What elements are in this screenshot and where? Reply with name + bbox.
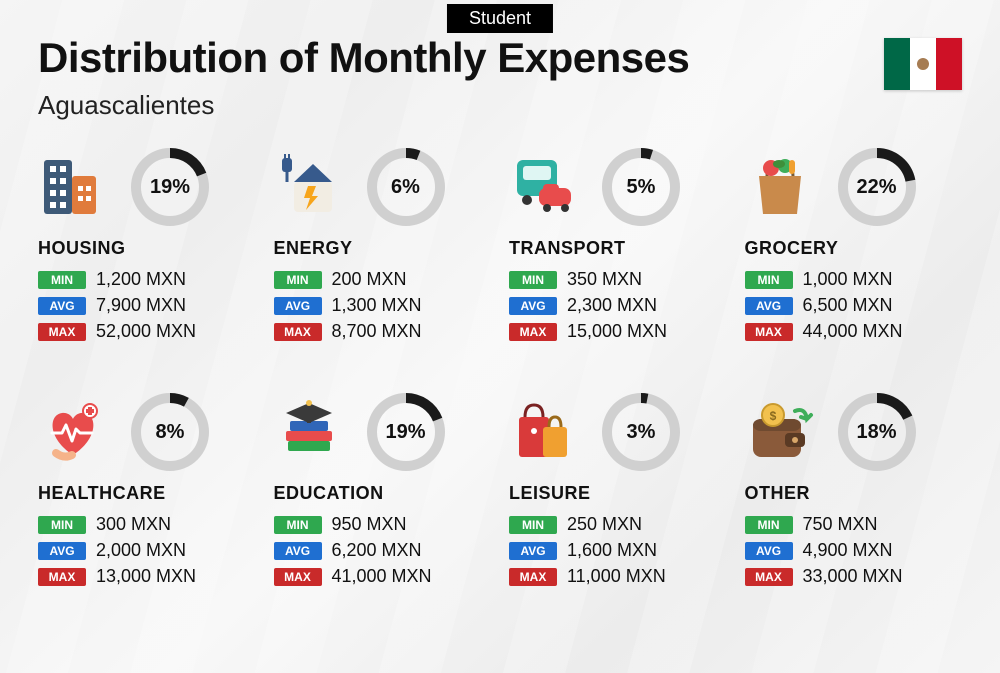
housing-icon	[38, 152, 108, 222]
category-name: GROCERY	[745, 238, 963, 259]
pct-donut: 8%	[130, 392, 210, 472]
pct-label: 18%	[837, 392, 917, 472]
avg-tag: AVG	[274, 542, 322, 560]
category-name: HOUSING	[38, 238, 256, 259]
avg-value: 7,900 MXN	[96, 295, 186, 316]
pct-label: 19%	[130, 147, 210, 227]
max-value: 11,000 MXN	[567, 566, 666, 587]
pct-donut: 19%	[366, 392, 446, 472]
max-tag: MAX	[509, 568, 557, 586]
max-tag: MAX	[38, 323, 86, 341]
pct-donut: 19%	[130, 147, 210, 227]
page-subtitle: Aguascalientes	[38, 90, 214, 121]
min-tag: MIN	[745, 516, 793, 534]
education-icon	[274, 397, 344, 467]
pct-donut: 6%	[366, 147, 446, 227]
category-name: HEALTHCARE	[38, 483, 256, 504]
category-energy: 6% ENERGY MIN 200 MXN AVG 1,300 MXN MAX 8,7…	[274, 148, 492, 347]
max-tag: MAX	[274, 323, 322, 341]
category-housing: 19% HOUSING MIN 1,200 MXN AVG 7,900 MXN MA…	[38, 148, 256, 347]
mexico-flag-icon	[884, 38, 962, 90]
min-value: 350 MXN	[567, 269, 642, 290]
max-value: 13,000 MXN	[96, 566, 196, 587]
min-value: 750 MXN	[803, 514, 878, 535]
pct-label: 3%	[601, 392, 681, 472]
page-title: Distribution of Monthly Expenses	[38, 34, 689, 82]
max-value: 41,000 MXN	[332, 566, 432, 587]
max-value: 33,000 MXN	[803, 566, 903, 587]
avg-value: 2,300 MXN	[567, 295, 657, 316]
pct-donut: 22%	[837, 147, 917, 227]
category-education: 19% EDUCATION MIN 950 MXN AVG 6,200 MXN MA…	[274, 393, 492, 592]
avg-tag: AVG	[745, 542, 793, 560]
avg-value: 1,600 MXN	[567, 540, 657, 561]
category-name: OTHER	[745, 483, 963, 504]
min-value: 1,200 MXN	[96, 269, 186, 290]
pct-label: 6%	[366, 147, 446, 227]
category-grid: 19% HOUSING MIN 1,200 MXN AVG 7,900 MXN MA…	[38, 148, 962, 592]
avg-value: 2,000 MXN	[96, 540, 186, 561]
pct-donut: 5%	[601, 147, 681, 227]
min-value: 950 MXN	[332, 514, 407, 535]
category-name: ENERGY	[274, 238, 492, 259]
avg-value: 1,300 MXN	[332, 295, 422, 316]
min-tag: MIN	[38, 516, 86, 534]
max-tag: MAX	[745, 568, 793, 586]
healthcare-icon	[38, 397, 108, 467]
avg-tag: AVG	[745, 297, 793, 315]
min-tag: MIN	[745, 271, 793, 289]
min-value: 1,000 MXN	[803, 269, 893, 290]
max-tag: MAX	[38, 568, 86, 586]
max-value: 52,000 MXN	[96, 321, 196, 342]
avg-value: 6,200 MXN	[332, 540, 422, 561]
pct-donut: 18%	[837, 392, 917, 472]
min-tag: MIN	[274, 271, 322, 289]
avg-tag: AVG	[509, 297, 557, 315]
min-tag: MIN	[274, 516, 322, 534]
leisure-icon	[509, 397, 579, 467]
max-value: 44,000 MXN	[803, 321, 903, 342]
grocery-icon	[745, 152, 815, 222]
min-value: 250 MXN	[567, 514, 642, 535]
avg-tag: AVG	[509, 542, 557, 560]
category-leisure: 3% LEISURE MIN 250 MXN AVG 1,600 MXN MAX 11…	[509, 393, 727, 592]
category-name: LEISURE	[509, 483, 727, 504]
category-transport: 5% TRANSPORT MIN 350 MXN AVG 2,300 MXN MAX…	[509, 148, 727, 347]
avg-tag: AVG	[274, 297, 322, 315]
svg-text:$: $	[769, 409, 776, 423]
max-tag: MAX	[509, 323, 557, 341]
category-name: EDUCATION	[274, 483, 492, 504]
min-tag: MIN	[509, 516, 557, 534]
max-tag: MAX	[274, 568, 322, 586]
category-other: $ 18% OTHER MIN 750 MXN AVG 4,900 MXN MAX 3…	[745, 393, 963, 592]
energy-icon	[274, 152, 344, 222]
avg-tag: AVG	[38, 297, 86, 315]
transport-icon	[509, 152, 579, 222]
profile-badge: Student	[447, 4, 553, 33]
category-healthcare: 8% HEALTHCARE MIN 300 MXN AVG 2,000 MXN MA…	[38, 393, 256, 592]
max-value: 15,000 MXN	[567, 321, 667, 342]
avg-value: 6,500 MXN	[803, 295, 893, 316]
category-name: TRANSPORT	[509, 238, 727, 259]
pct-donut: 3%	[601, 392, 681, 472]
pct-label: 8%	[130, 392, 210, 472]
pct-label: 5%	[601, 147, 681, 227]
category-grocery: 22% GROCERY MIN 1,000 MXN AVG 6,500 MXN MA…	[745, 148, 963, 347]
max-value: 8,700 MXN	[332, 321, 422, 342]
pct-label: 19%	[366, 392, 446, 472]
min-tag: MIN	[38, 271, 86, 289]
min-value: 300 MXN	[96, 514, 171, 535]
max-tag: MAX	[745, 323, 793, 341]
pct-label: 22%	[837, 147, 917, 227]
avg-tag: AVG	[38, 542, 86, 560]
other-icon: $	[745, 397, 815, 467]
min-value: 200 MXN	[332, 269, 407, 290]
min-tag: MIN	[509, 271, 557, 289]
avg-value: 4,900 MXN	[803, 540, 893, 561]
